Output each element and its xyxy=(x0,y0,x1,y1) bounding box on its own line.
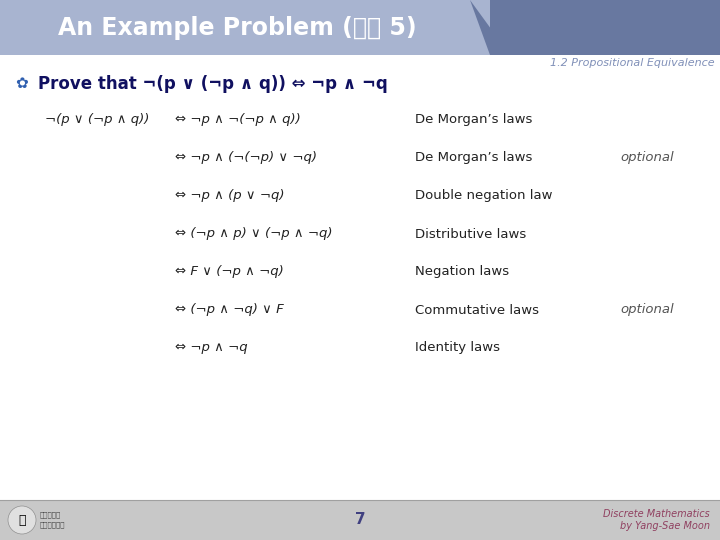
Text: ⇔ ¬p ∧ ¬q: ⇔ ¬p ∧ ¬q xyxy=(175,341,248,354)
Text: by Yang-Sae Moon: by Yang-Sae Moon xyxy=(620,521,710,531)
Text: Distributive laws: Distributive laws xyxy=(415,227,526,240)
Polygon shape xyxy=(470,0,510,55)
Text: Identity laws: Identity laws xyxy=(415,341,500,354)
Text: Negation laws: Negation laws xyxy=(415,266,509,279)
Text: 컴퓨터공학과: 컴퓨터공학과 xyxy=(40,522,66,528)
Text: An Example Problem (예제 5): An Example Problem (예제 5) xyxy=(58,16,417,39)
Polygon shape xyxy=(490,55,510,73)
Circle shape xyxy=(8,506,36,534)
Text: De Morgan’s laws: De Morgan’s laws xyxy=(415,113,532,126)
Text: Commutative laws: Commutative laws xyxy=(415,303,539,316)
Text: ⇔ (¬p ∧ ¬q) ∨ F: ⇔ (¬p ∧ ¬q) ∨ F xyxy=(175,303,284,316)
Text: optional: optional xyxy=(620,303,674,316)
Text: 7: 7 xyxy=(355,512,365,528)
Text: optional: optional xyxy=(620,152,674,165)
Text: De Morgan’s laws: De Morgan’s laws xyxy=(415,152,532,165)
Text: ⇔ ¬p ∧ ¬(¬p ∧ q)): ⇔ ¬p ∧ ¬(¬p ∧ q)) xyxy=(175,113,301,126)
Text: Double negation law: Double negation law xyxy=(415,190,552,202)
Text: ⇔ F ∨ (¬p ∧ ¬q): ⇔ F ∨ (¬p ∧ ¬q) xyxy=(175,266,284,279)
Text: ¬(p ∨ (¬p ∧ q)): ¬(p ∨ (¬p ∧ q)) xyxy=(45,113,149,126)
Text: ⇔ ¬p ∧ (¬(¬p) ∨ ¬q): ⇔ ¬p ∧ (¬(¬p) ∨ ¬q) xyxy=(175,152,317,165)
Text: Prove that ¬(p ∨ (¬p ∧ q)) ⇔ ¬p ∧ ¬q: Prove that ¬(p ∨ (¬p ∧ q)) ⇔ ¬p ∧ ¬q xyxy=(38,75,388,93)
Text: 강남대학교: 강남대학교 xyxy=(40,512,61,518)
Text: Discrete Mathematics: Discrete Mathematics xyxy=(603,509,710,519)
Text: 1.2 Propositional Equivalence: 1.2 Propositional Equivalence xyxy=(550,58,715,68)
FancyBboxPatch shape xyxy=(0,500,720,540)
Text: ⇔ (¬p ∧ p) ∨ (¬p ∧ ¬q): ⇔ (¬p ∧ p) ∨ (¬p ∧ ¬q) xyxy=(175,227,333,240)
FancyBboxPatch shape xyxy=(490,55,720,73)
FancyBboxPatch shape xyxy=(490,0,720,55)
Text: ⇔ ¬p ∧ (p ∨ ¬q): ⇔ ¬p ∧ (p ∨ ¬q) xyxy=(175,190,284,202)
Text: ✿: ✿ xyxy=(16,77,28,91)
Text: 🎓: 🎓 xyxy=(18,514,26,526)
FancyBboxPatch shape xyxy=(0,0,490,55)
